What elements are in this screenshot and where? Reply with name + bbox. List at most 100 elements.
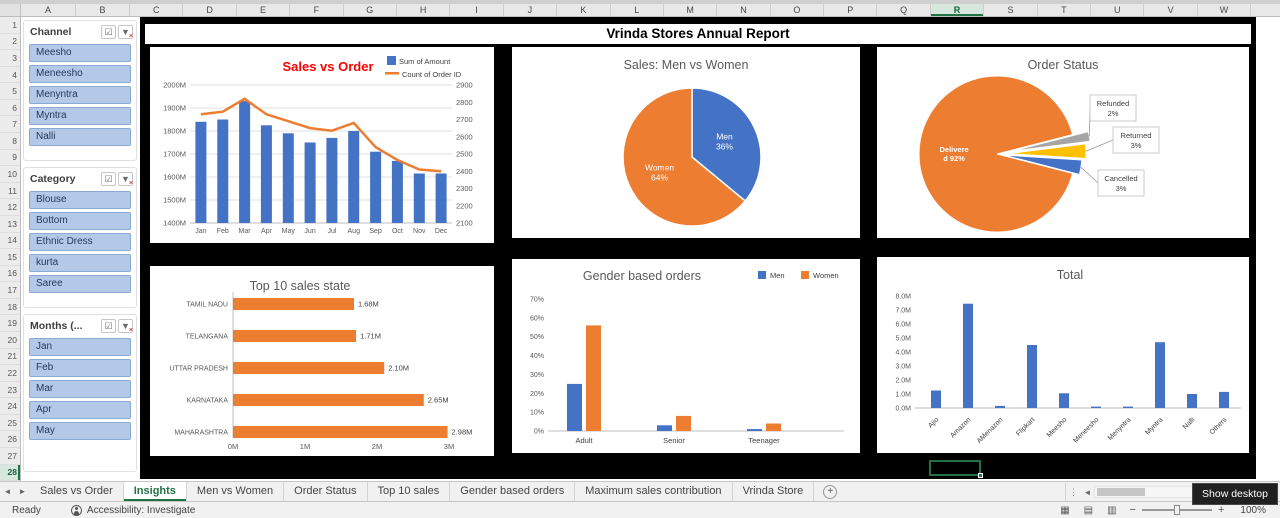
tab-scroll-left-icon[interactable]: ◄ bbox=[3, 487, 12, 496]
row-header-16[interactable]: 16 bbox=[0, 266, 20, 283]
slicer-item-myntra[interactable]: Myntra bbox=[29, 107, 131, 125]
slicer-item-feb[interactable]: Feb bbox=[29, 359, 131, 377]
column-header-n[interactable]: N bbox=[717, 4, 771, 16]
page-break-view-icon[interactable]: ▥ bbox=[1107, 504, 1117, 516]
row-header-19[interactable]: 19 bbox=[0, 315, 20, 332]
row-header-1[interactable]: 1 bbox=[0, 17, 20, 34]
row-header-25[interactable]: 25 bbox=[0, 415, 20, 432]
sheet-tab-insights[interactable]: Insights bbox=[123, 482, 187, 501]
row-header-3[interactable]: 3 bbox=[0, 50, 20, 67]
row-header-4[interactable]: 4 bbox=[0, 67, 20, 84]
scrollbar-thumb[interactable] bbox=[1097, 488, 1145, 496]
sheet-tab-order-status[interactable]: Order Status bbox=[284, 482, 368, 501]
sheet-tab-men-vs-women[interactable]: Men vs Women bbox=[187, 482, 285, 501]
row-header-24[interactable]: 24 bbox=[0, 398, 20, 415]
row-header-23[interactable]: 23 bbox=[0, 382, 20, 399]
column-header-s[interactable]: S bbox=[984, 4, 1038, 16]
sheet-tab-sales-vs-order[interactable]: Sales vs Order bbox=[30, 482, 124, 501]
clear-filter-icon[interactable]: ▼ × bbox=[118, 25, 133, 40]
scroll-left-icon[interactable]: ◄ bbox=[1083, 487, 1092, 497]
column-header-o[interactable]: O bbox=[771, 4, 825, 16]
new-sheet-button[interactable]: + bbox=[823, 485, 838, 499]
column-header-u[interactable]: U bbox=[1091, 4, 1145, 16]
column-header-r[interactable]: R bbox=[930, 4, 985, 16]
row-header-12[interactable]: 12 bbox=[0, 199, 20, 216]
column-header-m[interactable]: M bbox=[664, 4, 718, 16]
column-header-e[interactable]: E bbox=[237, 4, 291, 16]
clear-filter-icon[interactable]: ▼ × bbox=[118, 172, 133, 187]
row-header-14[interactable]: 14 bbox=[0, 233, 20, 250]
fill-handle[interactable] bbox=[978, 473, 983, 478]
column-header-c[interactable]: C bbox=[130, 4, 184, 16]
row-header-17[interactable]: 17 bbox=[0, 282, 20, 299]
column-header-v[interactable]: V bbox=[1144, 4, 1198, 16]
zoom-out-button[interactable]: − bbox=[1129, 504, 1136, 516]
column-header-p[interactable]: P bbox=[824, 4, 878, 16]
row-header-21[interactable]: 21 bbox=[0, 349, 20, 366]
slicer-item-meesho[interactable]: Meesho bbox=[29, 44, 131, 62]
slicer-item-bottom[interactable]: Bottom bbox=[29, 212, 131, 230]
normal-view-icon[interactable]: ▦ bbox=[1060, 504, 1070, 516]
chart-card-gender-based-orders[interactable]: Gender based orders Men Women 0% 10% 20% 30% 40… bbox=[512, 259, 860, 453]
column-header-b[interactable]: B bbox=[76, 4, 130, 16]
zoom-slider-thumb[interactable] bbox=[1173, 505, 1180, 515]
chart-card-top-10-sales-state[interactable]: Top 10 sales state TAMIL NADU 1.68M TELANGA… bbox=[150, 266, 494, 456]
column-header-l[interactable]: L bbox=[611, 4, 664, 16]
row-header-18[interactable]: 18 bbox=[0, 299, 20, 316]
multi-select-toggle-icon[interactable]: ☑ bbox=[101, 172, 116, 186]
column-header-q[interactable]: Q bbox=[877, 4, 931, 16]
slicer-item-meneesho[interactable]: Meneesho bbox=[29, 65, 131, 83]
page-layout-view-icon[interactable]: ▤ bbox=[1083, 504, 1094, 516]
sheet-tab-maximum-sales-contribution[interactable]: Maximum sales contribution bbox=[575, 482, 733, 501]
row-header-10[interactable]: 10 bbox=[0, 166, 20, 183]
chart-card-sales-vs-order[interactable]: Sales vs Order Sum of Amount Count of Orde… bbox=[150, 47, 494, 243]
sheet-tab-gender-based-orders[interactable]: Gender based orders bbox=[450, 482, 576, 501]
row-header-5[interactable]: 5 bbox=[0, 83, 20, 100]
slicer-item-menyntra[interactable]: Menyntra bbox=[29, 86, 131, 104]
zoom-in-button[interactable]: + bbox=[1217, 504, 1225, 516]
column-header-g[interactable]: G bbox=[344, 4, 397, 16]
column-header-f[interactable]: F bbox=[290, 4, 344, 16]
slicer-item-nalli[interactable]: Nalli bbox=[29, 128, 131, 146]
row-header-6[interactable]: 6 bbox=[0, 100, 20, 117]
slicer-item-ethnic-dress[interactable]: Ethnic Dress bbox=[29, 233, 131, 251]
column-header-a[interactable]: A bbox=[21, 4, 76, 16]
sheet-tab-top-10-sales[interactable]: Top 10 sales bbox=[368, 482, 451, 501]
column-header-k[interactable]: K bbox=[557, 4, 611, 16]
column-header-d[interactable]: D bbox=[183, 4, 237, 16]
row-header-26[interactable]: 26 bbox=[0, 431, 20, 449]
slicer-item-jan[interactable]: Jan bbox=[29, 338, 131, 356]
slicer-item-may[interactable]: May bbox=[29, 422, 131, 440]
slicer-item-blouse[interactable]: Blouse bbox=[29, 191, 131, 209]
tab-scroll-right-icon[interactable]: ► bbox=[18, 487, 27, 496]
chart-card-sales-men-vs-women[interactable]: Sales: Men vs Women Men 36% Women 64% bbox=[512, 47, 860, 238]
row-header-9[interactable]: 9 bbox=[0, 150, 20, 167]
multi-select-toggle-icon[interactable]: ☑ bbox=[101, 319, 116, 333]
row-header-15[interactable]: 15 bbox=[0, 249, 20, 266]
slicer-item-saree[interactable]: Saree bbox=[29, 275, 131, 293]
row-header-22[interactable]: 22 bbox=[0, 365, 20, 382]
row-header-2[interactable]: 2 bbox=[0, 34, 20, 51]
slicer-item-kurta[interactable]: kurta bbox=[29, 254, 131, 272]
accessibility-status[interactable]: Accessibility: Investigate bbox=[70, 504, 195, 516]
zoom-level[interactable]: 100% bbox=[1240, 504, 1266, 516]
chart-card-total[interactable]: Total 8.0M 7.0M 6.0M 5.0M 4.0M 3.0M 2.0M 1.0M 0.0… bbox=[877, 257, 1249, 453]
clear-filter-icon[interactable]: ▼ × bbox=[118, 319, 133, 334]
column-header-h[interactable]: H bbox=[397, 4, 451, 16]
column-header-i[interactable]: I bbox=[450, 4, 504, 16]
row-header-8[interactable]: 8 bbox=[0, 133, 20, 150]
column-header-t[interactable]: T bbox=[1038, 4, 1092, 16]
row-header-7[interactable]: 7 bbox=[0, 116, 20, 134]
scrollbar-grip-icon[interactable]: ⋮ bbox=[1069, 486, 1078, 497]
sheet-tab-vrinda-store[interactable]: Vrinda Store bbox=[733, 482, 815, 501]
chart-card-order-status[interactable]: Order Status Refunded 2% Returned 3% Cancelle… bbox=[877, 47, 1249, 238]
row-header-20[interactable]: 20 bbox=[0, 332, 20, 349]
row-header-27[interactable]: 27 bbox=[0, 448, 20, 465]
row-header-11[interactable]: 11 bbox=[0, 183, 20, 200]
slicer-item-apr[interactable]: Apr bbox=[29, 401, 131, 419]
multi-select-toggle-icon[interactable]: ☑ bbox=[101, 25, 116, 39]
select-all-button[interactable] bbox=[0, 4, 21, 16]
slicer-item-mar[interactable]: Mar bbox=[29, 380, 131, 398]
column-header-j[interactable]: J bbox=[504, 4, 558, 16]
row-header-13[interactable]: 13 bbox=[0, 216, 20, 233]
